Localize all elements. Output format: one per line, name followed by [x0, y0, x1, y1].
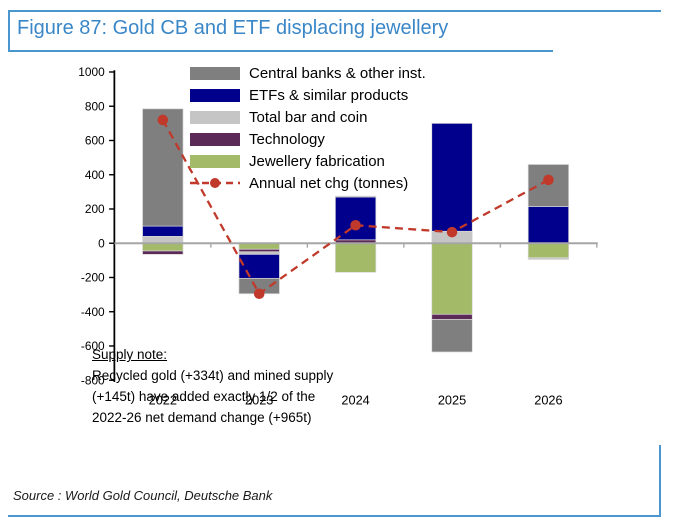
bar-segment-etf-2022 — [142, 225, 184, 237]
legend-swatch — [190, 132, 240, 146]
y-tick-label: -400 — [81, 305, 105, 319]
top-rule — [8, 10, 661, 12]
bar-segment-cb-2026 — [527, 164, 570, 207]
bar-segment-cb-2024 — [335, 195, 377, 198]
bar-segment-barcoin-2026 — [527, 257, 570, 260]
legend-label: ETFs & similar products — [249, 86, 409, 104]
bar-segment-etf-2023 — [238, 254, 280, 279]
bar-segment-tech-2025 — [431, 313, 473, 320]
source-text: Source : World Gold Council, Deutsche Ba… — [13, 488, 273, 503]
net-change-point — [157, 114, 169, 126]
chart-legend: Central banks & other inst. ETFs & simila… — [190, 62, 426, 194]
figure-title: Figure 87: Gold CB and ETF displacing je… — [17, 17, 449, 39]
legend-label: Technology — [249, 130, 325, 148]
bar-segment-barcoin-2023 — [238, 251, 280, 255]
bar-segment-cb-2025 — [431, 319, 473, 353]
right-corner-stub — [659, 445, 661, 517]
bottom-rule — [8, 515, 661, 517]
legend-swatch — [190, 154, 240, 168]
x-tick-label: 2022 — [149, 393, 177, 408]
supply-note-line: 2022-26 net demand change (+965t) — [92, 409, 312, 425]
supply-note-heading: Supply note: — [92, 347, 168, 362]
legend-item-net-line: Annual net chg (tonnes) — [190, 172, 426, 194]
net-change-point — [543, 174, 554, 186]
x-tick-label: 2023 — [245, 393, 273, 408]
legend-item: Total bar and coin — [190, 106, 426, 128]
legend-item: Technology — [190, 128, 426, 150]
legend-label: Total bar and coin — [249, 108, 368, 126]
bar-segment-tech-2022 — [142, 250, 184, 255]
y-tick-label: 1000 — [78, 65, 105, 79]
net-change-point — [253, 288, 265, 300]
y-tick-label: -800 — [81, 373, 105, 387]
x-tick-label: 2024 — [341, 393, 369, 408]
legend-line-sample — [190, 178, 240, 188]
bar-segment-jewel-2025 — [431, 242, 473, 315]
x-tick-label: 2026 — [534, 393, 562, 408]
legend-item: Jewellery fabrication — [190, 150, 426, 172]
net-change-point — [350, 219, 361, 231]
net-change-point — [446, 226, 458, 238]
bar-segment-jewel-2022 — [142, 242, 184, 252]
y-tick-label: 200 — [85, 202, 105, 216]
bar-segment-etf-2026 — [527, 206, 570, 244]
bar-segment-etf-2024 — [335, 196, 377, 241]
legend-item: Central banks & other inst. — [190, 62, 426, 84]
bar-segment-jewel-2026 — [527, 242, 570, 259]
left-corner-stub — [8, 10, 10, 51]
legend-label: Annual net chg (tonnes) — [249, 174, 409, 192]
supply-note-line: (+145t) have added exactly 1/2 of the — [92, 388, 316, 404]
supply-note-line: Recycled gold (+334t) and mined supply — [92, 367, 334, 383]
bar-segment-tech-2023 — [238, 248, 280, 253]
y-tick-label: 600 — [85, 134, 105, 148]
y-tick-label: 400 — [85, 168, 105, 182]
supply-note: Supply note: Recycled gold (+334t) and m… — [92, 345, 333, 429]
y-tick-label: 0 — [98, 236, 105, 250]
chart-svg: 1000 800 600 400 200 0 -200 -400 -600 -800 2022 202… — [78, 65, 598, 408]
legend-swatch — [190, 66, 240, 80]
y-tick-label: 800 — [85, 99, 105, 113]
y-tick-label: -200 — [81, 271, 105, 285]
legend-item: ETFs & similar products — [190, 84, 426, 106]
legend-swatch — [190, 110, 240, 124]
x-tick-label: 2025 — [438, 393, 466, 408]
bar-segment-barcoin-2022 — [142, 236, 184, 244]
y-tick-label: -600 — [81, 339, 105, 353]
bar-segment-jewel-2024 — [335, 242, 377, 273]
legend-label: Jewellery fabrication — [249, 152, 385, 170]
legend-label: Central banks & other inst. — [249, 64, 426, 82]
title-underline-rule — [8, 50, 553, 52]
legend-swatch — [190, 88, 240, 102]
bar-segment-etf-2025 — [431, 123, 473, 232]
bar-segment-cb-2022 — [142, 108, 184, 227]
